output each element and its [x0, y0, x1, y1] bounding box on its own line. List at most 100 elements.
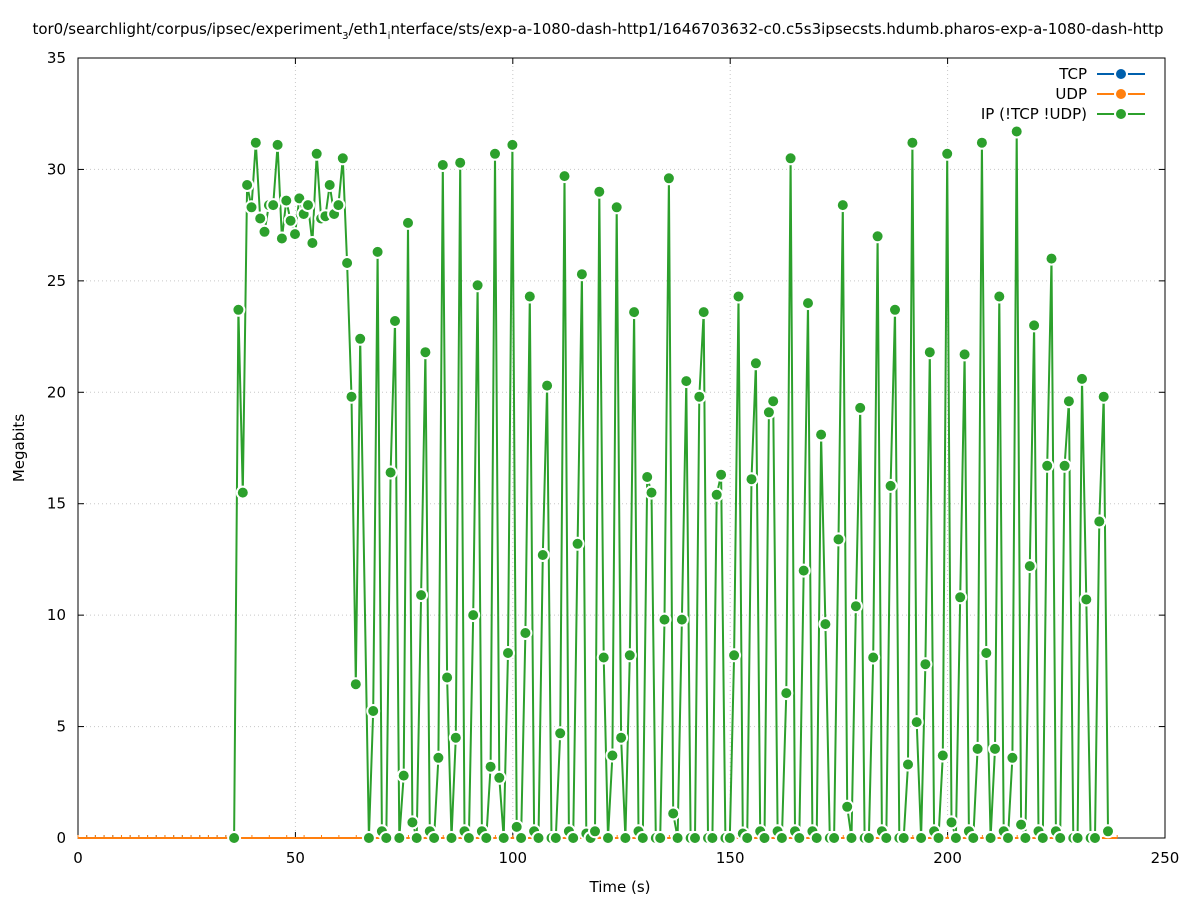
data-point-ip	[514, 831, 529, 845]
y-tick-label: 20	[47, 383, 66, 401]
data-point-ip	[657, 612, 672, 627]
data-point-ip	[670, 831, 685, 845]
series-ip	[227, 124, 1115, 845]
data-point-ip	[1027, 318, 1042, 333]
data-point-ip	[440, 670, 455, 685]
data-point-ip	[988, 741, 1002, 756]
data-point-ip	[461, 831, 476, 845]
data-point-ip	[853, 400, 868, 415]
axes: 0 50 100 150 200 250 0 5 10 15 20 25 30 35	[47, 49, 1179, 867]
data-point-ip	[448, 730, 463, 745]
data-point-ip	[266, 198, 281, 213]
data-point-ip	[644, 485, 659, 500]
data-point-ip	[505, 137, 520, 152]
data-point-ip	[779, 686, 794, 701]
data-point-ip	[796, 563, 811, 578]
data-point-ip	[774, 831, 789, 845]
data-point-ip	[370, 244, 385, 259]
data-point-ip	[1092, 514, 1107, 529]
data-point-ip	[970, 741, 985, 756]
chart-title: tor0/searchlight/corpus/ipsec/experiment…	[32, 20, 1163, 42]
title-subscript: 3	[342, 31, 348, 42]
data-point-ip	[757, 831, 772, 845]
data-point-ip	[431, 750, 446, 765]
legend-item-tcp: TCP	[1058, 65, 1145, 83]
data-point-ip	[1044, 251, 1059, 266]
data-point-ip	[705, 831, 720, 845]
x-tick-label: 100	[498, 849, 527, 867]
data-point-ip	[935, 748, 950, 763]
data-point-ip	[435, 158, 450, 172]
data-point-ip	[574, 267, 589, 282]
data-point-ip	[944, 815, 959, 830]
data-point-ip	[666, 806, 681, 821]
data-point-ip	[488, 146, 502, 161]
data-point-ip	[470, 278, 485, 293]
data-point-ip	[444, 831, 459, 845]
x-tick-label: 0	[73, 849, 83, 867]
legend-label: TCP	[1058, 65, 1087, 83]
data-point-ip	[614, 730, 629, 745]
data-point-ip	[396, 768, 411, 783]
data-point-ip	[1005, 750, 1020, 765]
data-point-ip	[809, 831, 824, 845]
data-point-ip	[914, 831, 929, 845]
data-point-ip	[866, 650, 881, 665]
data-point-ip	[496, 831, 511, 845]
data-point-ip	[483, 759, 498, 774]
data-point-ip	[283, 213, 298, 228]
data-point-ip	[331, 198, 346, 213]
data-point-ip	[1088, 831, 1102, 845]
data-point-ip	[740, 831, 755, 845]
data-point-ip	[1009, 124, 1024, 139]
data-point-ip	[940, 146, 955, 161]
data-point-ip	[640, 470, 655, 484]
data-point-ip	[274, 231, 289, 246]
data-point-ip	[948, 831, 963, 845]
data-point-ip	[257, 224, 272, 239]
y-tick-label: 35	[47, 49, 66, 67]
data-point-ip	[453, 155, 468, 170]
data-point-ip	[240, 178, 255, 192]
data-point-ip	[931, 831, 946, 845]
legend: TCP UDP IP (!TCP !UDP)	[981, 65, 1145, 123]
data-point-ip	[696, 305, 711, 320]
legend-label: UDP	[1055, 85, 1087, 103]
data-point-ip	[401, 215, 415, 230]
data-point-ip	[405, 815, 420, 830]
data-point-ip	[818, 617, 833, 632]
legend-item-udp: UDP	[1055, 85, 1145, 103]
data-point-ip	[248, 135, 263, 150]
data-point-ip	[557, 169, 572, 184]
data-point-ip	[466, 608, 481, 623]
data-point-ip	[888, 302, 902, 317]
data-point-ip	[501, 646, 515, 660]
data-point-ip	[814, 427, 829, 442]
data-point-ip	[540, 378, 555, 393]
data-point-ip	[609, 200, 624, 215]
data-point-ip	[340, 256, 355, 270]
data-point-ip	[1070, 831, 1085, 845]
data-point-ip	[414, 588, 429, 603]
legend-swatch-marker	[1114, 67, 1128, 81]
data-point-ip	[227, 831, 242, 845]
data-point-ip	[979, 646, 994, 660]
data-point-ip	[661, 171, 676, 186]
data-point-ip	[974, 135, 989, 150]
data-point-ip	[592, 184, 607, 199]
data-point-ip	[244, 200, 259, 215]
x-tick-label: 50	[286, 849, 305, 867]
data-point-ip	[748, 356, 763, 371]
data-point-ip	[766, 394, 781, 409]
data-point-ip	[596, 650, 611, 665]
legend-swatch-marker	[1114, 107, 1128, 121]
data-point-ip	[1096, 389, 1111, 404]
y-axis-label: Megabits	[10, 414, 28, 482]
data-point-ip	[418, 345, 433, 360]
data-point-ip	[922, 345, 937, 360]
y-tick-label: 15	[47, 495, 66, 513]
x-tick-label: 200	[933, 849, 962, 867]
data-point-ip	[548, 831, 563, 845]
data-point-ip	[879, 831, 894, 845]
